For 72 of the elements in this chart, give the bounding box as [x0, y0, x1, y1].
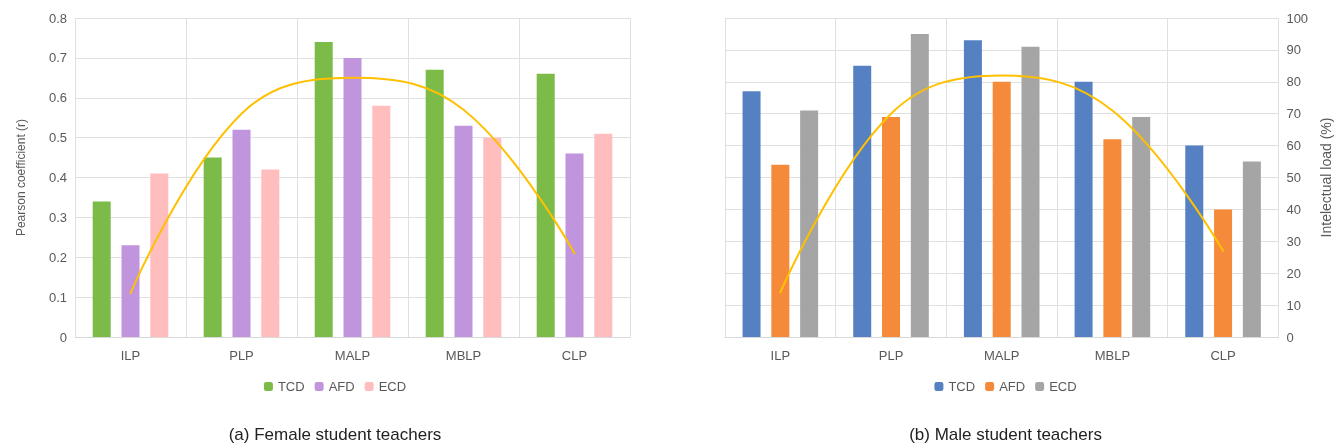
bar: [425, 69, 444, 337]
y2-tick-label: 100: [1286, 10, 1309, 26]
y-tick-label: 0: [59, 329, 67, 345]
x-tick-label: MALP: [334, 348, 371, 363]
x-tick-label: ILP: [770, 348, 791, 363]
y-tick-label: 0.7: [48, 50, 67, 66]
y2-tick-label: 60: [1286, 138, 1301, 154]
y2-tick-label: 50: [1286, 170, 1301, 185]
x-tick-label: MBLP: [445, 348, 482, 363]
bar: [853, 65, 872, 337]
text: (a) Female student teachers: [228, 425, 442, 444]
y2-axis-title: Intelectual load (%): [1318, 117, 1334, 238]
x-tick-label: MALP: [984, 348, 1020, 363]
x-tick-label: CLP: [1210, 348, 1236, 363]
bar: [343, 57, 362, 337]
y2-tick-label: 90: [1286, 42, 1301, 58]
legend-label: ECD: [378, 379, 407, 394]
text: (b) Male student teachers: [909, 425, 1102, 444]
bar: [910, 33, 929, 337]
y-tick-label: 0.3: [48, 209, 67, 225]
bar: [1132, 116, 1151, 337]
x-tick-label: CLP: [561, 348, 588, 363]
bar: [150, 173, 169, 337]
bar: [992, 81, 1011, 337]
bar: [454, 125, 473, 337]
bar: [594, 133, 613, 337]
bar: [800, 110, 819, 337]
x-tick-label: PLP: [878, 348, 904, 363]
y2-tick-label: 10: [1286, 297, 1301, 313]
y2-tick-label: 40: [1286, 201, 1301, 217]
x-tick-label: MBLP: [1094, 348, 1131, 363]
y2-tick-label: 80: [1286, 74, 1301, 90]
legend-label: ECD: [1049, 379, 1077, 394]
bar: [1214, 209, 1233, 337]
legend-label: TCD: [948, 379, 976, 394]
bar: [1021, 46, 1040, 337]
bar: [963, 40, 982, 337]
bar: [232, 129, 251, 337]
x-tick-label: ILP: [120, 348, 141, 363]
y-tick-label: 0.4: [48, 170, 67, 185]
bar: [1103, 139, 1122, 337]
y-tick-label: 0.2: [48, 249, 67, 265]
y2-tick-label: 30: [1286, 233, 1301, 249]
bar: [1185, 145, 1204, 337]
y-axis-title: Pearson coefficient (r): [14, 118, 28, 237]
bar: [565, 153, 584, 337]
line-series: [779, 74, 1225, 294]
bar: [536, 73, 555, 337]
bar: [314, 41, 333, 337]
y-tick-label: 0.1: [48, 289, 67, 305]
x-tick-label: PLP: [229, 348, 254, 363]
y-tick-label: 0.8: [48, 10, 67, 26]
bar: [742, 91, 761, 337]
y-tick-label: 0.5: [48, 130, 67, 146]
bar: [771, 164, 790, 337]
bar: [372, 105, 391, 337]
bar: [121, 245, 140, 337]
bar: [483, 137, 502, 337]
y2-tick-label: 0: [1286, 329, 1294, 345]
line-series: [129, 76, 576, 295]
bar: [1074, 81, 1093, 337]
y2-tick-label: 70: [1286, 106, 1301, 122]
legend-label: AFD: [328, 379, 355, 394]
bar: [92, 201, 111, 337]
y2-tick-label: 20: [1286, 265, 1301, 281]
y-tick-label: 0.6: [48, 90, 67, 106]
bar: [203, 157, 222, 337]
bar: [882, 116, 901, 337]
legend-label: AFD: [999, 379, 1026, 394]
bar: [261, 169, 280, 337]
bar: [1242, 161, 1261, 337]
legend-label: TCD: [277, 379, 305, 394]
